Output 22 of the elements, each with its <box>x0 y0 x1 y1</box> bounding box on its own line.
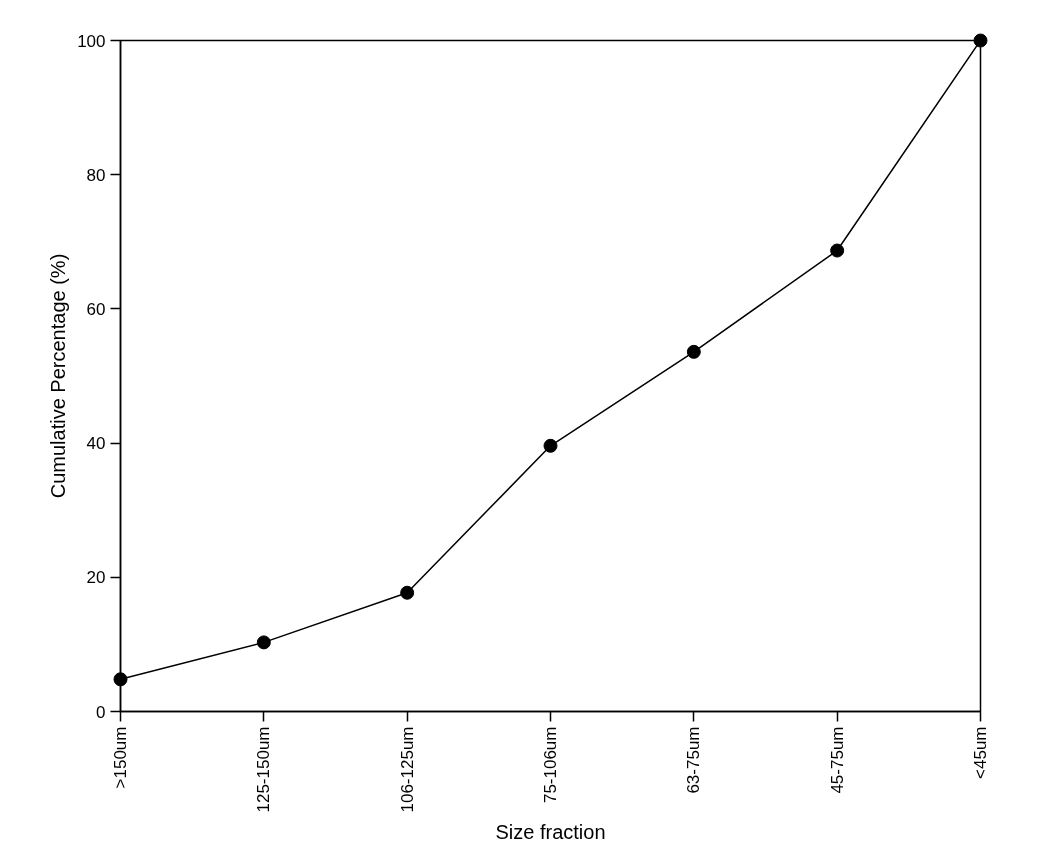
point <box>830 243 845 258</box>
y-tick-label: 20 <box>86 568 106 588</box>
x-tick-label: >150um <box>111 726 130 789</box>
x-tick-label: <45um <box>971 726 990 779</box>
y-tick-label: 40 <box>86 434 106 454</box>
point <box>543 438 558 453</box>
y-tick-label: 80 <box>86 165 106 185</box>
point <box>113 672 128 687</box>
y-axis-title: Cumulative Percentage (%) <box>47 253 70 499</box>
x-tick-label: 106-125um <box>397 726 417 813</box>
y-tick-label: 0 <box>96 702 106 722</box>
x-tick-label: 125-150um <box>254 726 274 813</box>
x-tick-label: 75-106um <box>541 726 560 804</box>
x-tick-label: 45-75um <box>827 726 847 794</box>
point <box>973 33 988 48</box>
y-tick-label: 100 <box>77 31 106 51</box>
x-tick-label: 63-75um <box>684 726 704 794</box>
point <box>256 635 271 650</box>
y-tick-label: 60 <box>86 299 106 319</box>
point <box>686 344 701 359</box>
point <box>400 585 415 600</box>
x-axis-title: Size fraction <box>495 820 606 843</box>
